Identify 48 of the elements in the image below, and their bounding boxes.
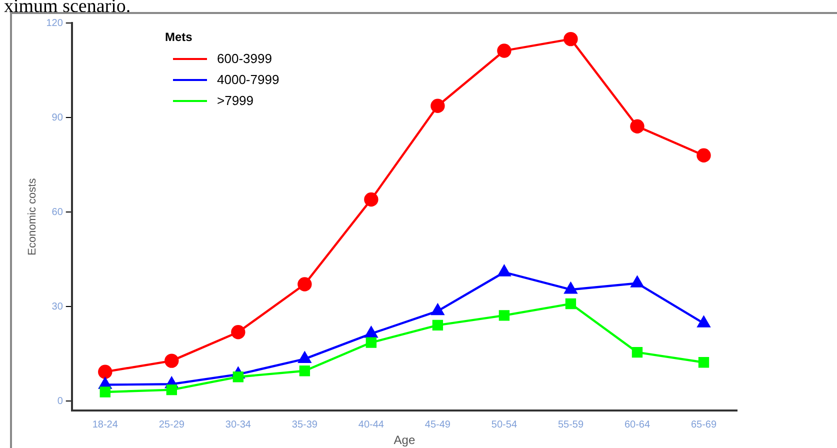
point bbox=[430, 98, 445, 113]
y-tick-label: 0 bbox=[57, 396, 64, 407]
x-tick-label: 60-64 bbox=[624, 419, 650, 430]
x-tick-label: 55-59 bbox=[558, 419, 584, 430]
y-tick-label: 60 bbox=[52, 206, 64, 218]
legend-title: Mets bbox=[165, 30, 194, 44]
point bbox=[298, 352, 311, 364]
y-axis-title: Economic costs bbox=[26, 178, 39, 256]
x-tick-label: 65-69 bbox=[690, 419, 717, 430]
x-tick-label: 45-49 bbox=[424, 419, 451, 430]
x-tick-label: 50-54 bbox=[491, 419, 518, 430]
point bbox=[431, 304, 444, 316]
point bbox=[630, 276, 644, 288]
x-tick-label: 40-44 bbox=[358, 419, 384, 430]
point bbox=[98, 364, 112, 379]
legend-label: 4000-7999 bbox=[217, 72, 280, 87]
y-tick-label: 90 bbox=[52, 112, 64, 124]
point bbox=[564, 282, 578, 294]
point bbox=[564, 32, 578, 46]
point bbox=[364, 326, 378, 338]
point bbox=[299, 366, 310, 376]
point bbox=[630, 119, 644, 134]
x-axis-title: Age bbox=[394, 433, 416, 448]
point bbox=[232, 372, 244, 382]
x-tick-label: 18-24 bbox=[92, 419, 118, 430]
point bbox=[696, 148, 711, 162]
x-tick-label: 30-34 bbox=[225, 419, 252, 430]
point bbox=[366, 337, 377, 348]
point bbox=[164, 354, 179, 368]
point bbox=[166, 384, 177, 396]
legend-label: >7999 bbox=[217, 93, 254, 108]
x-tick-label: 25-29 bbox=[158, 419, 185, 430]
point bbox=[697, 316, 710, 328]
point bbox=[498, 310, 510, 321]
y-tick-label: 120 bbox=[46, 18, 64, 29]
point bbox=[432, 320, 444, 331]
point bbox=[698, 357, 710, 368]
x-tick-label: 35-39 bbox=[292, 419, 318, 430]
point bbox=[498, 265, 511, 276]
point bbox=[231, 325, 246, 340]
legend-label: 600-3999 bbox=[217, 51, 272, 66]
y-tick-label: 30 bbox=[52, 301, 64, 312]
point bbox=[100, 386, 110, 398]
point bbox=[565, 298, 576, 310]
point bbox=[364, 192, 378, 207]
point bbox=[298, 277, 312, 292]
point bbox=[497, 44, 512, 58]
point bbox=[632, 346, 643, 358]
